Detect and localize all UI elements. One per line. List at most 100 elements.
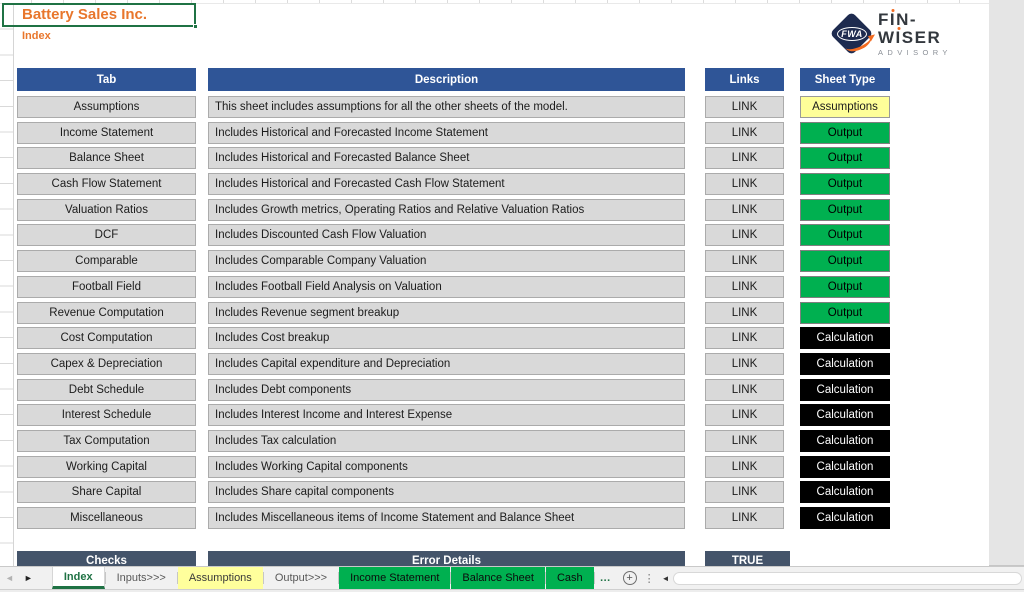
index-row-link[interactable]: LINK [705, 301, 784, 324]
index-row-tab[interactable]: Working Capital [17, 455, 196, 478]
tab-divider [262, 572, 264, 584]
index-row-sheet-type: Calculation [800, 481, 890, 504]
finwiser-logo: FWA FIN-WISER ADVISORY [829, 10, 980, 57]
index-row-sheet-type: Output [800, 224, 890, 247]
header-description: Description [208, 68, 685, 91]
index-row-description: Includes Share capital components [208, 481, 685, 504]
index-row-description: Includes Historical and Forecasted Incom… [208, 121, 685, 144]
index-row-tab[interactable]: Miscellaneous [17, 507, 196, 529]
index-row-link[interactable]: LINK [705, 173, 784, 196]
index-row-link[interactable]: LINK [705, 429, 784, 452]
horizontal-scrollbar[interactable] [672, 571, 1022, 585]
index-row-description: Includes Comparable Company Valuation [208, 250, 685, 273]
index-row-description: Includes Capital expenditure and Depreci… [208, 352, 685, 375]
index-row-sheet-type: Calculation [800, 352, 890, 375]
index-row-link[interactable]: LINK [705, 507, 784, 529]
index-row-sheet-type: Output [800, 121, 890, 144]
index-row-sheet-type: Output [800, 173, 890, 196]
index-row-description: Includes Interest Income and Interest Ex… [208, 404, 685, 427]
index-row-link[interactable]: LINK [705, 481, 784, 504]
tab-divider [544, 572, 546, 584]
index-row-link[interactable]: LINK [705, 455, 784, 478]
sheet-tab-income-statement[interactable]: Income Statement [339, 567, 451, 589]
index-row-link[interactable]: LINK [705, 378, 784, 401]
logo-diamond-icon: FWA [829, 11, 878, 56]
index-row-description: Includes Discounted Cash Flow Valuation [208, 224, 685, 247]
index-row-link[interactable]: LINK [705, 147, 784, 170]
index-row-link[interactable]: LINK [705, 404, 784, 427]
index-row-link[interactable]: LINK [705, 198, 784, 221]
index-row-sheet-type: Assumptions [800, 96, 890, 118]
sheet-tab-inputs-[interactable]: Inputs>>> [116, 572, 166, 584]
index-row-sheet-type: Output [800, 275, 890, 298]
company-title[interactable]: Battery Sales Inc. [22, 6, 148, 23]
index-row-description: Includes Cost breakup [208, 327, 685, 350]
status-bar [0, 589, 1024, 592]
index-row-tab[interactable]: Share Capital [17, 481, 196, 504]
sheet-tab-output-[interactable]: Output>>> [274, 572, 328, 584]
tab-divider [104, 572, 106, 584]
index-row-sheet-type: Calculation [800, 455, 890, 478]
tab-nav-left-icon[interactable]: ◄ [5, 573, 14, 583]
logo-swoosh-tip-icon [867, 32, 878, 42]
index-row-link[interactable]: LINK [705, 327, 784, 350]
index-row-description: Includes Football Field Analysis on Valu… [208, 275, 685, 298]
index-row-tab[interactable]: Cost Computation [17, 327, 196, 350]
sheet-tab-bar: ◄ ► Index Inputs>>> Assumptions Output>>> In… [0, 566, 1024, 589]
index-row-tab[interactable]: Income Statement [17, 121, 196, 144]
index-row-link[interactable]: LINK [705, 352, 784, 375]
index-row-description: Includes Historical and Forecasted Balan… [208, 147, 685, 170]
sheet-tab--[interactable]: … [599, 572, 611, 584]
index-row-tab[interactable]: Tax Computation [17, 429, 196, 452]
header-links: Links [705, 68, 784, 91]
index-row-sheet-type: Calculation [800, 327, 890, 350]
tab-divider [450, 572, 452, 584]
index-row-tab[interactable]: Cash Flow Statement [17, 173, 196, 196]
index-row-tab[interactable]: Revenue Computation [17, 301, 196, 324]
logo-tagline: ADVISORY [878, 48, 952, 57]
description-column: This sheet includes assumptions for all … [208, 96, 685, 533]
index-row-tab[interactable]: Interest Schedule [17, 404, 196, 427]
tab-options-icon[interactable]: ⋮ [643, 572, 655, 585]
header-tab: Tab [17, 68, 196, 91]
sheet-tab-index[interactable]: Index [51, 567, 105, 589]
index-row-link[interactable]: LINK [705, 275, 784, 298]
index-row-sheet-type: Calculation [800, 429, 890, 452]
sheet-tab-balance-sheet[interactable]: Balance Sheet [451, 567, 545, 589]
index-row-sheet-type: Output [800, 198, 890, 221]
fill-handle[interactable] [193, 24, 198, 29]
sheet-subtitle: Index [22, 30, 51, 42]
hscroll-left-icon[interactable]: ◄ [661, 573, 670, 583]
index-row-link[interactable]: LINK [705, 224, 784, 247]
index-row-tab[interactable]: Football Field [17, 275, 196, 298]
index-row-tab[interactable]: Balance Sheet [17, 147, 196, 170]
add-sheet-button[interactable]: + [622, 571, 637, 585]
selected-cell-outline[interactable] [2, 3, 198, 29]
column-header-remnant [0, 0, 1024, 4]
tab-column: Assumptions Income Statement Balance Sheet… [17, 96, 196, 533]
index-row-sheet-type: Calculation [800, 507, 890, 529]
index-row-link[interactable]: LINK [705, 250, 784, 273]
index-row-description: Includes Revenue segment breakup [208, 301, 685, 324]
app-right-gutter [989, 0, 1024, 566]
tab-divider [593, 572, 595, 584]
index-row-sheet-type: Output [800, 250, 890, 273]
sheet-tab-cash[interactable]: Cash [545, 567, 594, 589]
index-row-tab[interactable]: Valuation Ratios [17, 198, 196, 221]
index-row-tab[interactable]: DCF [17, 224, 196, 247]
tab-divider [338, 572, 340, 584]
index-row-link[interactable]: LINK [705, 96, 784, 118]
index-row-description: Includes Miscellaneous items of Income S… [208, 507, 685, 529]
index-row-link[interactable]: LINK [705, 121, 784, 144]
index-row-description: Includes Growth metrics, Operating Ratio… [208, 198, 685, 221]
index-row-tab[interactable]: Capex & Depreciation [17, 352, 196, 375]
tab-nav-right-icon[interactable]: ► [23, 573, 33, 583]
sheet-tabs: Index Inputs>>> Assumptions Output>>> Income… [51, 567, 616, 589]
index-row-tab[interactable]: Debt Schedule [17, 378, 196, 401]
sheet-tab-assumptions[interactable]: Assumptions [177, 567, 263, 589]
index-row-sheet-type: Calculation [800, 404, 890, 427]
index-row-tab[interactable]: Comparable [17, 250, 196, 273]
index-row-tab[interactable]: Assumptions [17, 96, 196, 118]
logo-name: FIN-WISER [878, 10, 942, 47]
